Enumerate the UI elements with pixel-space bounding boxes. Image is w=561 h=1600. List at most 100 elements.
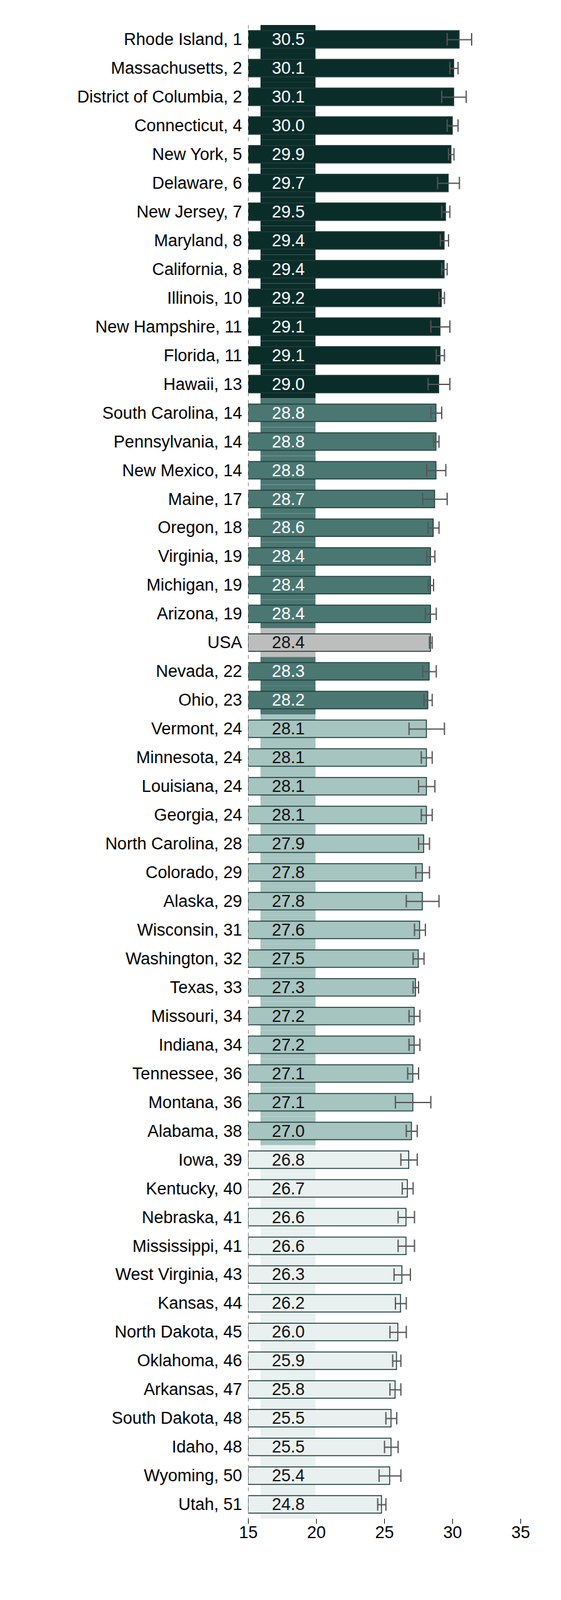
svg-text:27.0: 27.0 [271, 1121, 305, 1141]
svg-text:28.2: 28.2 [271, 690, 305, 710]
svg-text:25.4: 25.4 [271, 1465, 305, 1485]
svg-text:28.1: 28.1 [271, 719, 305, 738]
svg-text:28.6: 28.6 [271, 517, 305, 537]
svg-text:29.1: 29.1 [271, 346, 305, 365]
svg-text:New Mexico, 14: New Mexico, 14 [121, 461, 242, 480]
svg-text:South Dakota, 48: South Dakota, 48 [111, 1408, 243, 1427]
svg-text:29.5: 29.5 [271, 202, 305, 222]
svg-text:28.8: 28.8 [271, 432, 305, 452]
svg-text:Kentucky, 40: Kentucky, 40 [145, 1178, 242, 1198]
svg-text:Arkansas, 47: Arkansas, 47 [143, 1379, 243, 1399]
svg-text:North Carolina, 28: North Carolina, 28 [104, 834, 242, 853]
svg-text:Georgia, 24: Georgia, 24 [153, 805, 242, 825]
svg-text:30.0: 30.0 [271, 116, 305, 135]
svg-text:28.1: 28.1 [271, 805, 305, 825]
svg-text:Pennsylvania, 14: Pennsylvania, 14 [113, 432, 243, 452]
svg-text:15: 15 [238, 1522, 258, 1542]
svg-text:30.1: 30.1 [271, 87, 305, 107]
svg-text:Utah, 51: Utah, 51 [178, 1494, 242, 1514]
svg-text:29.9: 29.9 [271, 144, 305, 164]
svg-text:26.6: 26.6 [271, 1236, 305, 1256]
svg-text:27.9: 27.9 [271, 834, 305, 853]
svg-text:Vermont, 24: Vermont, 24 [151, 719, 243, 738]
svg-text:Nebraska, 41: Nebraska, 41 [141, 1207, 243, 1227]
svg-text:Missouri, 34: Missouri, 34 [151, 1006, 243, 1026]
svg-text:28.4: 28.4 [271, 575, 305, 595]
svg-text:28.1: 28.1 [271, 747, 305, 767]
svg-text:29.0: 29.0 [271, 374, 305, 394]
svg-text:Tennessee, 36: Tennessee, 36 [132, 1063, 243, 1083]
svg-text:Louisiana, 24: Louisiana, 24 [141, 776, 243, 796]
svg-text:27.5: 27.5 [271, 948, 305, 968]
svg-text:26.8: 26.8 [271, 1150, 305, 1169]
svg-text:Delaware, 6: Delaware, 6 [151, 173, 242, 193]
svg-text:North Dakota, 45: North Dakota, 45 [114, 1321, 242, 1341]
svg-text:30: 30 [442, 1522, 462, 1542]
svg-text:30.5: 30.5 [271, 29, 305, 49]
svg-text:Texas, 33: Texas, 33 [169, 977, 243, 997]
svg-text:Iowa, 39: Iowa, 39 [178, 1150, 242, 1169]
svg-text:28.4: 28.4 [271, 546, 305, 566]
svg-text:26.3: 26.3 [271, 1264, 305, 1284]
svg-text:26.7: 26.7 [271, 1178, 305, 1198]
svg-text:28.3: 28.3 [271, 661, 305, 681]
svg-text:28.4: 28.4 [271, 632, 305, 652]
svg-text:30.1: 30.1 [271, 58, 305, 78]
svg-text:Kansas, 44: Kansas, 44 [157, 1293, 242, 1312]
svg-text:27.1: 27.1 [271, 1092, 305, 1112]
svg-text:26.6: 26.6 [271, 1207, 305, 1227]
svg-text:New Hampshire, 11: New Hampshire, 11 [94, 317, 242, 337]
svg-text:29.4: 29.4 [271, 231, 305, 250]
svg-text:26.0: 26.0 [271, 1321, 305, 1341]
svg-text:District of Columbia, 2: District of Columbia, 2 [76, 87, 242, 107]
svg-text:27.8: 27.8 [271, 891, 305, 911]
svg-text:Massachusetts, 2: Massachusetts, 2 [110, 58, 242, 78]
svg-text:Mississippi, 41: Mississippi, 41 [132, 1236, 243, 1256]
svg-text:Alaska, 29: Alaska, 29 [163, 891, 242, 911]
svg-text:Illinois, 10: Illinois, 10 [166, 288, 242, 308]
svg-text:South Carolina, 14: South Carolina, 14 [102, 403, 243, 423]
svg-text:27.2: 27.2 [271, 1006, 305, 1026]
svg-text:Maryland, 8: Maryland, 8 [153, 231, 242, 250]
svg-text:Arizona, 19: Arizona, 19 [156, 604, 243, 623]
svg-text:29.7: 29.7 [271, 173, 305, 193]
svg-text:25.8: 25.8 [271, 1379, 305, 1399]
svg-text:28.8: 28.8 [271, 403, 305, 423]
svg-text:Washington, 32: Washington, 32 [125, 948, 243, 968]
svg-text:Oregon, 18: Oregon, 18 [157, 517, 242, 537]
svg-text:Idaho, 48: Idaho, 48 [171, 1436, 243, 1456]
svg-text:28.4: 28.4 [271, 604, 305, 623]
svg-text:24.8: 24.8 [271, 1494, 305, 1514]
svg-text:Hawaii, 13: Hawaii, 13 [163, 374, 242, 394]
svg-text:Ohio, 23: Ohio, 23 [178, 690, 242, 710]
svg-text:Virginia, 19: Virginia, 19 [158, 546, 243, 566]
svg-text:New York, 5: New York, 5 [151, 144, 242, 164]
svg-text:29.2: 29.2 [271, 288, 305, 308]
svg-text:Rhode Island, 1: Rhode Island, 1 [123, 29, 242, 49]
svg-text:Florida, 11: Florida, 11 [163, 346, 243, 365]
svg-text:Montana, 36: Montana, 36 [148, 1092, 242, 1112]
svg-text:25.9: 25.9 [271, 1350, 305, 1370]
svg-text:27.6: 27.6 [271, 920, 305, 939]
svg-text:Wisconsin, 31: Wisconsin, 31 [136, 920, 242, 939]
svg-text:25.5: 25.5 [271, 1408, 305, 1427]
svg-text:Maine, 17: Maine, 17 [168, 489, 243, 509]
svg-text:Minnesota, 24: Minnesota, 24 [136, 747, 243, 767]
svg-text:Wyoming, 50: Wyoming, 50 [143, 1465, 242, 1485]
svg-text:Colorado, 29: Colorado, 29 [145, 862, 243, 882]
svg-text:Nevada, 22: Nevada, 22 [155, 661, 242, 681]
svg-text:29.4: 29.4 [271, 259, 305, 279]
svg-text:Oklahoma, 46: Oklahoma, 46 [136, 1350, 242, 1370]
svg-text:New Jersey, 7: New Jersey, 7 [136, 202, 242, 222]
svg-text:20: 20 [306, 1522, 326, 1542]
svg-text:27.8: 27.8 [271, 862, 305, 882]
svg-text:California, 8: California, 8 [151, 259, 242, 279]
svg-text:Connecticut, 4: Connecticut, 4 [134, 116, 243, 135]
svg-text:27.3: 27.3 [271, 977, 305, 997]
svg-text:25.5: 25.5 [271, 1436, 305, 1456]
svg-text:25: 25 [374, 1522, 394, 1542]
svg-text:35: 35 [511, 1522, 530, 1542]
svg-text:28.1: 28.1 [271, 776, 305, 796]
svg-text:Alabama, 38: Alabama, 38 [147, 1121, 243, 1141]
svg-text:27.2: 27.2 [271, 1035, 305, 1054]
